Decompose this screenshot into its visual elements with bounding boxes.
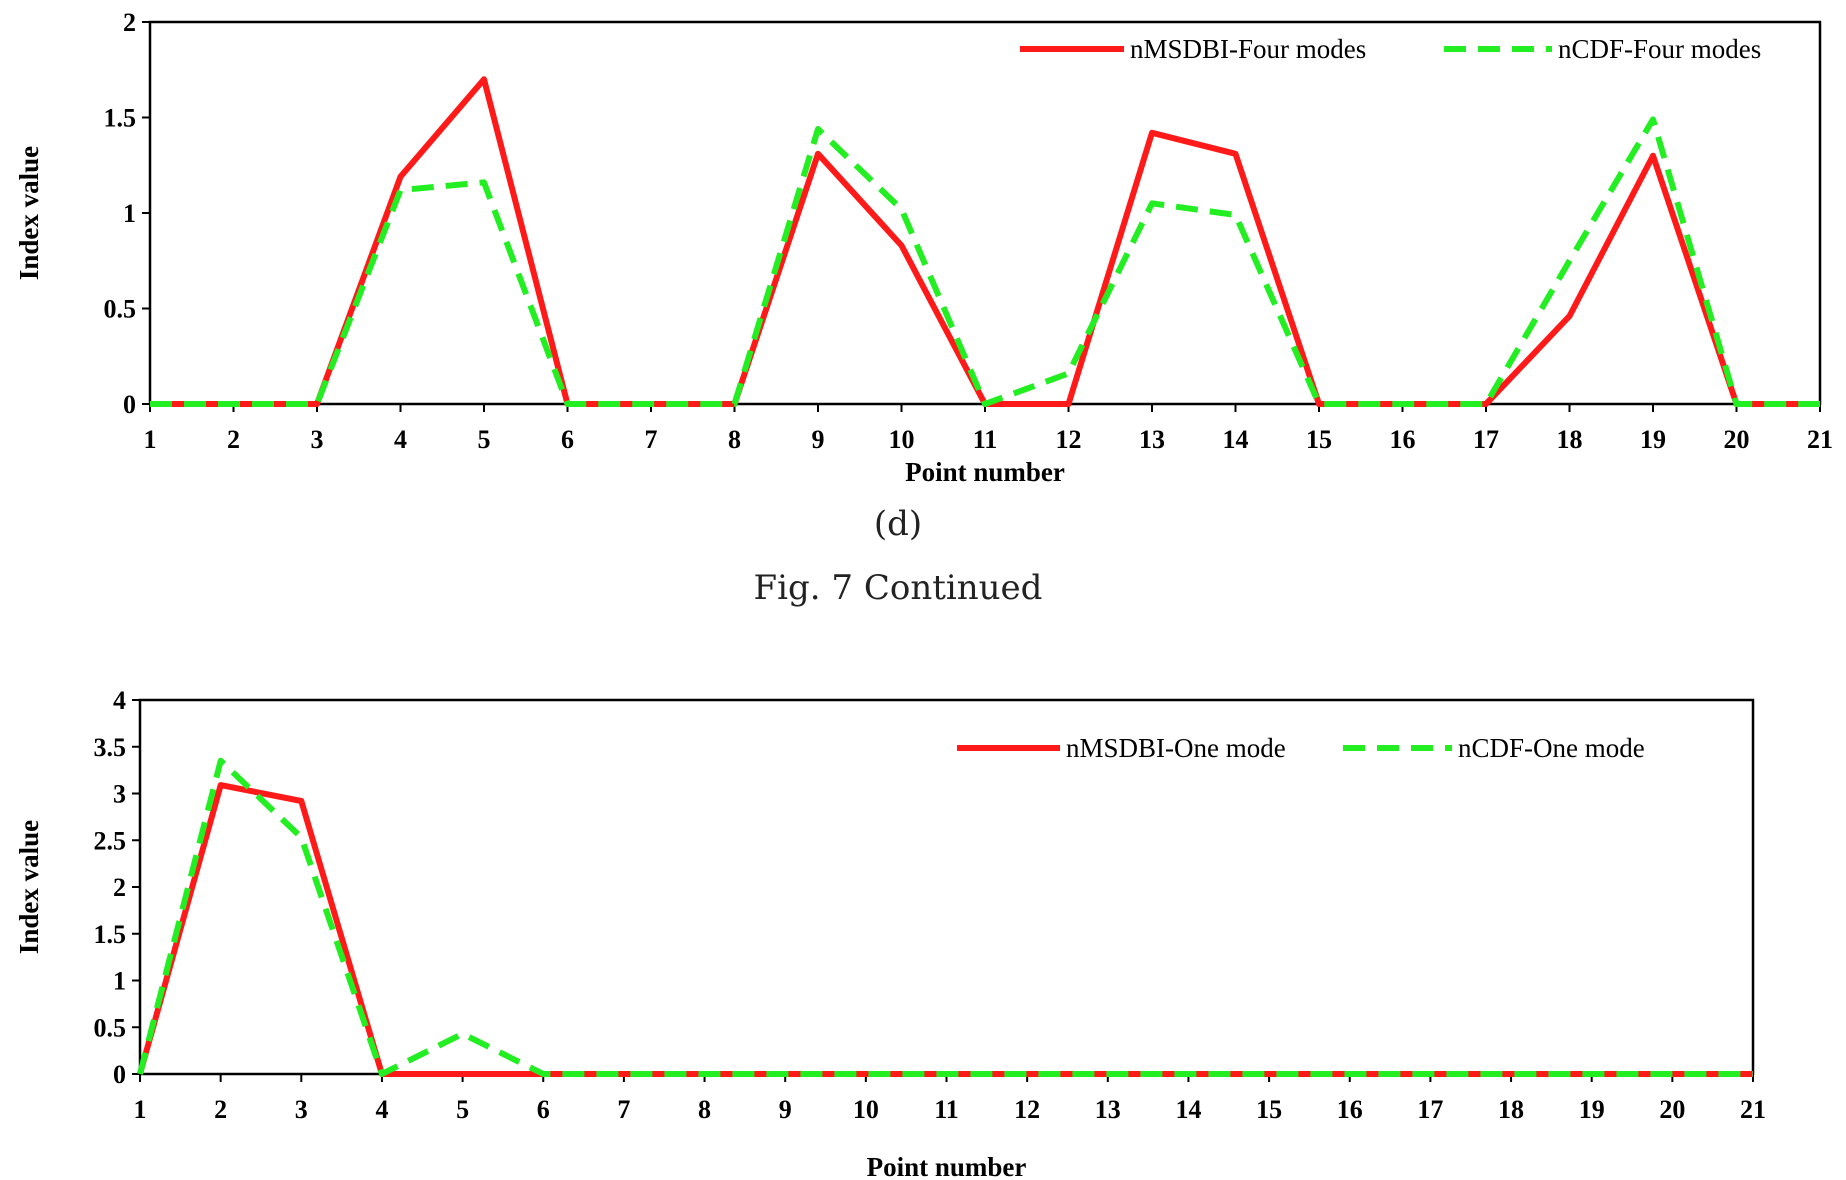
x-tick-label: 11 (973, 425, 998, 454)
y-tick-label: 0 (113, 1060, 126, 1089)
series-line-nmsdbi (137, 782, 1753, 1077)
legend: nMSDBI-Four modes nCDF-Four modes (1020, 34, 1761, 64)
y-tick-label: 1 (123, 199, 136, 228)
y-tick-label: 2 (123, 8, 136, 37)
x-tick-label: 13 (1139, 425, 1165, 454)
x-tick-label: 9 (779, 1095, 792, 1124)
x-tick-label: 18 (1557, 425, 1583, 454)
x-tick-label: 18 (1498, 1095, 1524, 1124)
x-tick-label: 12 (1014, 1095, 1040, 1124)
x-tick-label: 7 (617, 1095, 630, 1124)
y-tick-label: 0.5 (94, 1013, 127, 1042)
series-line-nmsdbi (150, 76, 1820, 407)
x-tick-label: 13 (1095, 1095, 1121, 1124)
subfigure-label: (d) (873, 504, 923, 544)
legend-label-ncdf: nCDF-Four modes (1558, 34, 1761, 64)
x-tick-label: 9 (812, 425, 825, 454)
x-tick-label: 2 (214, 1095, 227, 1124)
y-axis-label: Index value (14, 820, 44, 954)
y-tick-label: 1.5 (94, 920, 127, 949)
x-tick-label: 7 (645, 425, 658, 454)
figure-caption: Fig. 7 Continued (753, 568, 1043, 608)
x-tick-label: 12 (1056, 425, 1082, 454)
legend: nMSDBI-One mode nCDF-One mode (957, 733, 1645, 763)
y-tick-label: 0 (123, 390, 136, 419)
x-tick-label: 20 (1724, 425, 1750, 454)
x-tick-label: 6 (537, 1095, 550, 1124)
x-tick-label: 16 (1390, 425, 1416, 454)
x-tick-label: 3 (311, 425, 324, 454)
legend-label-nmsdbi: nMSDBI-One mode (1066, 733, 1286, 763)
x-tick-label: 11 (934, 1095, 959, 1124)
y-tick-label: 3 (113, 780, 126, 809)
x-tick-label: 14 (1175, 1095, 1201, 1124)
x-tick-label: 19 (1640, 425, 1666, 454)
chart-1: 00.511.521 2 3 4 5 6 7 8 9 10 11 12 13 14 15 16 17 18 19 20… (14, 8, 1833, 487)
x-tick-label: 2 (227, 425, 240, 454)
x-tick-label: 17 (1473, 425, 1499, 454)
x-tick-label: 10 (889, 425, 915, 454)
legend-label-ncdf: nCDF-One mode (1458, 733, 1645, 763)
x-tick-label: 21 (1807, 425, 1833, 454)
x-tick-label: 1 (144, 425, 157, 454)
x-tick-label: 8 (698, 1095, 711, 1124)
x-tick-label: 20 (1659, 1095, 1685, 1124)
x-tick-label: 4 (394, 425, 407, 454)
x-tick-label: 15 (1256, 1095, 1282, 1124)
x-tick-label: 14 (1223, 425, 1249, 454)
x-tick-label: 5 (456, 1095, 469, 1124)
y-axis-label: Index value (14, 146, 44, 280)
x-tick-label: 8 (728, 425, 741, 454)
x-axis-label: Point number (867, 1152, 1027, 1180)
x-tick-label: 4 (375, 1095, 388, 1124)
y-tick-label: 1.5 (104, 104, 137, 133)
x-axis-label: Point number (905, 457, 1065, 487)
x-tick-label: 6 (561, 425, 574, 454)
x-tick-label: 17 (1417, 1095, 1443, 1124)
x-tick-label: 16 (1337, 1095, 1363, 1124)
plot-frame (148, 20, 1822, 406)
x-tick-label: 5 (478, 425, 491, 454)
x-tick-label: 10 (853, 1095, 879, 1124)
y-tick-label: 1 (113, 967, 126, 996)
series-line-ncdf (137, 757, 1753, 1077)
series-line-ncdf (150, 116, 1820, 407)
x-tick-label: 1 (134, 1095, 147, 1124)
y-tick-label: 2 (113, 873, 126, 902)
x-tick-label: 19 (1579, 1095, 1605, 1124)
legend-label-nmsdbi: nMSDBI-Four modes (1130, 34, 1366, 64)
y-tick-label: 3.5 (94, 733, 127, 762)
x-tick-label: 15 (1306, 425, 1332, 454)
y-tick-label: 0.5 (104, 295, 137, 324)
y-tick-label: 2.5 (94, 826, 127, 855)
x-tick-label: 3 (295, 1095, 308, 1124)
y-tick-label: 4 (113, 686, 126, 715)
x-tick-label: 21 (1740, 1095, 1766, 1124)
chart-2: 00.511.522.533.541 2 3 4 5 6 7 8 9 10 11 12 13 14 15 16… (14, 686, 1766, 1180)
